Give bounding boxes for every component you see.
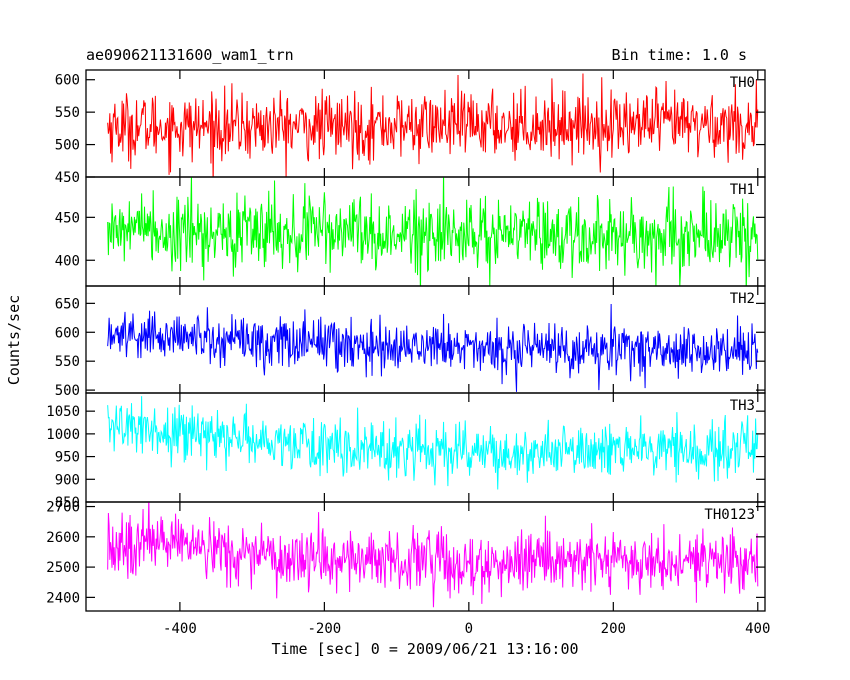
- y-tick-label: 2600: [46, 530, 80, 546]
- x-tick-label: 400: [745, 621, 770, 637]
- y-tick-label: 950: [55, 450, 80, 466]
- panel-frame: [85, 501, 766, 612]
- series-th3: [107, 396, 759, 490]
- x-tick-label: -200: [308, 621, 342, 637]
- panel-label: TH0: [730, 75, 755, 91]
- x-axis-label: Time [sec] 0 = 2009/06/21 13:16:00: [271, 640, 578, 658]
- panel-label: TH1: [730, 182, 755, 198]
- panel-label: TH3: [730, 398, 755, 414]
- y-tick-label: 600: [55, 325, 80, 341]
- panel-th1: 400 450 TH1: [55, 176, 766, 287]
- y-axis-label: Counts/sec: [5, 295, 23, 385]
- y-tick-label: 450: [55, 170, 80, 186]
- panel-th0: 450 500 550 600 TH0: [55, 69, 766, 186]
- y-tick-label: 400: [55, 253, 80, 269]
- panel-th3: 850 900 950 1000 1050 TH3: [46, 392, 766, 511]
- bin-time-label: Bin time: 1.0 s: [612, 46, 747, 64]
- y-tick-label: 600: [55, 73, 80, 89]
- series-th1: [107, 177, 759, 286]
- series-th2: [107, 304, 759, 392]
- y-tick-label: 550: [55, 105, 80, 121]
- series-th0: [107, 73, 759, 177]
- y-tick-label: 850: [55, 495, 80, 511]
- y-tick-label: 500: [55, 383, 80, 399]
- y-tick-label: 2500: [46, 560, 80, 576]
- chart-title: ae090621131600_wam1_trn: [86, 46, 294, 64]
- panel-th2: 500 550 600 650 TH2: [55, 285, 766, 399]
- panel-label: TH0123: [704, 507, 755, 523]
- y-tick-label: 450: [55, 210, 80, 226]
- y-tick-label: 2400: [46, 590, 80, 606]
- panel-th0123: 2400 2500 2600 2700 TH0123: [46, 500, 766, 612]
- x-tick-label: 0: [465, 621, 473, 637]
- y-tick-label: 650: [55, 296, 80, 312]
- y-tick-label: 900: [55, 472, 80, 488]
- y-tick-label: 550: [55, 354, 80, 370]
- x-axis: -400 -200 0 200 400: [163, 621, 770, 637]
- panels: 450 500 550 600 TH0 400 450 TH1 500 550 600 650 TH2 8…: [46, 69, 766, 612]
- y-tick-label: 1050: [46, 404, 80, 420]
- x-tick-label: -400: [163, 621, 197, 637]
- y-tick-label: 1000: [46, 427, 80, 443]
- series-th0123: [107, 502, 759, 608]
- y-tick-label: 500: [55, 138, 80, 154]
- panel-label: TH2: [730, 291, 755, 307]
- y-tick-label: 2700: [46, 500, 80, 516]
- x-tick-label: 200: [601, 621, 626, 637]
